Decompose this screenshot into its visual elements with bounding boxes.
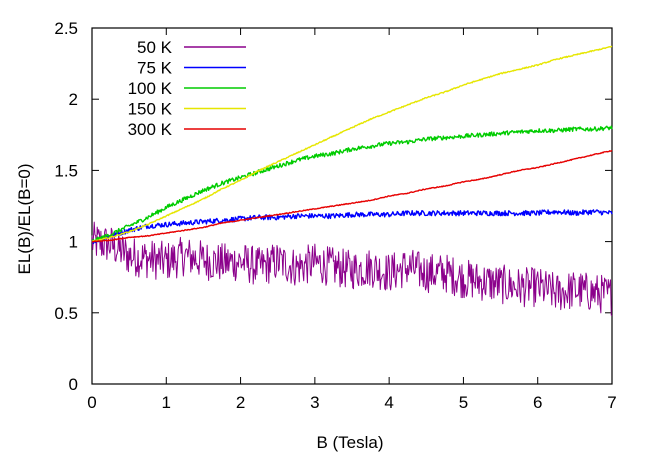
plot-frame bbox=[91, 27, 613, 385]
y-tick-label: 0.5 bbox=[54, 304, 78, 323]
legend-label: 100 K bbox=[128, 79, 173, 98]
y-axis-label: EL(B)/EL(B=0) bbox=[15, 163, 34, 274]
legend-label: 75 K bbox=[137, 59, 173, 78]
legend-label: 50 K bbox=[137, 38, 173, 57]
y-tick-label: 0 bbox=[69, 375, 78, 394]
series-lines bbox=[91, 45, 613, 316]
y-tick-label: 2.5 bbox=[54, 19, 78, 38]
axis-labels: B (Tesla) EL(B)/EL(B=0) bbox=[15, 163, 384, 452]
y-tick-label: 2 bbox=[69, 90, 78, 109]
legend-label: 300 K bbox=[128, 120, 173, 139]
x-tick-label: 3 bbox=[310, 393, 319, 412]
axes: 0 1 2 3 4 5 6 7 0 0.5 1 1.5 2 2.5 bbox=[54, 19, 616, 412]
x-axis-label: B (Tesla) bbox=[316, 433, 383, 452]
y-tick-label: 1 bbox=[69, 233, 78, 252]
x-tick-label: 5 bbox=[459, 393, 468, 412]
series-line-300-k bbox=[91, 149, 613, 243]
x-tick-label: 6 bbox=[533, 393, 542, 412]
y-tick-label: 1.5 bbox=[54, 161, 78, 180]
series-line-100-k bbox=[91, 125, 613, 243]
x-tick-label: 2 bbox=[236, 393, 245, 412]
x-tick-label: 1 bbox=[162, 393, 171, 412]
x-tick-label: 4 bbox=[384, 393, 393, 412]
series-line-75-k bbox=[91, 209, 613, 245]
series-line-150-k bbox=[91, 45, 613, 243]
legend-label: 150 K bbox=[128, 100, 173, 119]
x-tick-label: 7 bbox=[607, 393, 616, 412]
x-tick-label: 0 bbox=[87, 393, 96, 412]
series-line-50-k bbox=[91, 221, 613, 316]
